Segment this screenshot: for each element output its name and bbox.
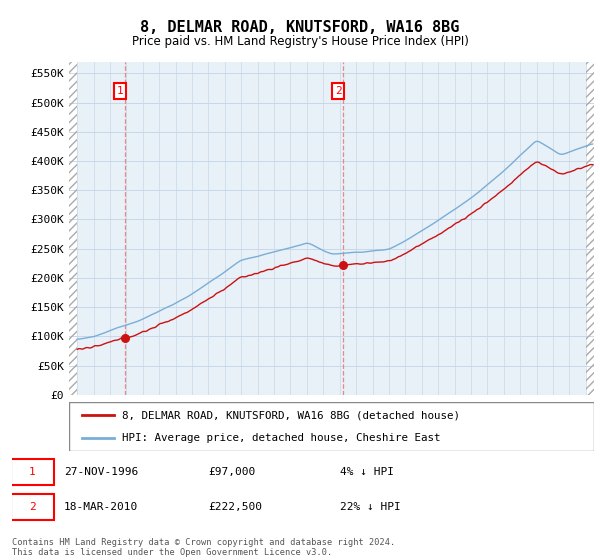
Text: 8, DELMAR ROAD, KNUTSFORD, WA16 8BG (detached house): 8, DELMAR ROAD, KNUTSFORD, WA16 8BG (det… xyxy=(121,410,460,421)
Text: 1: 1 xyxy=(117,86,124,96)
Bar xyxy=(586,62,594,395)
Text: 27-NOV-1996: 27-NOV-1996 xyxy=(64,467,138,477)
Text: 2: 2 xyxy=(29,502,35,512)
Text: 8, DELMAR ROAD, KNUTSFORD, WA16 8BG: 8, DELMAR ROAD, KNUTSFORD, WA16 8BG xyxy=(140,20,460,35)
Text: Contains HM Land Registry data © Crown copyright and database right 2024.
This d: Contains HM Land Registry data © Crown c… xyxy=(12,538,395,557)
FancyBboxPatch shape xyxy=(11,493,54,520)
Bar xyxy=(69,62,77,395)
Bar xyxy=(69,62,77,395)
Text: 18-MAR-2010: 18-MAR-2010 xyxy=(64,502,138,512)
Text: HPI: Average price, detached house, Cheshire East: HPI: Average price, detached house, Ches… xyxy=(121,433,440,443)
Text: 22% ↓ HPI: 22% ↓ HPI xyxy=(340,502,401,512)
Text: 1: 1 xyxy=(29,467,35,477)
Bar xyxy=(586,62,594,395)
FancyBboxPatch shape xyxy=(69,402,594,451)
Text: 4% ↓ HPI: 4% ↓ HPI xyxy=(340,467,394,477)
Text: Price paid vs. HM Land Registry's House Price Index (HPI): Price paid vs. HM Land Registry's House … xyxy=(131,35,469,48)
Text: 2: 2 xyxy=(335,86,341,96)
Text: £97,000: £97,000 xyxy=(208,467,255,477)
FancyBboxPatch shape xyxy=(11,459,54,485)
Text: £222,500: £222,500 xyxy=(208,502,262,512)
